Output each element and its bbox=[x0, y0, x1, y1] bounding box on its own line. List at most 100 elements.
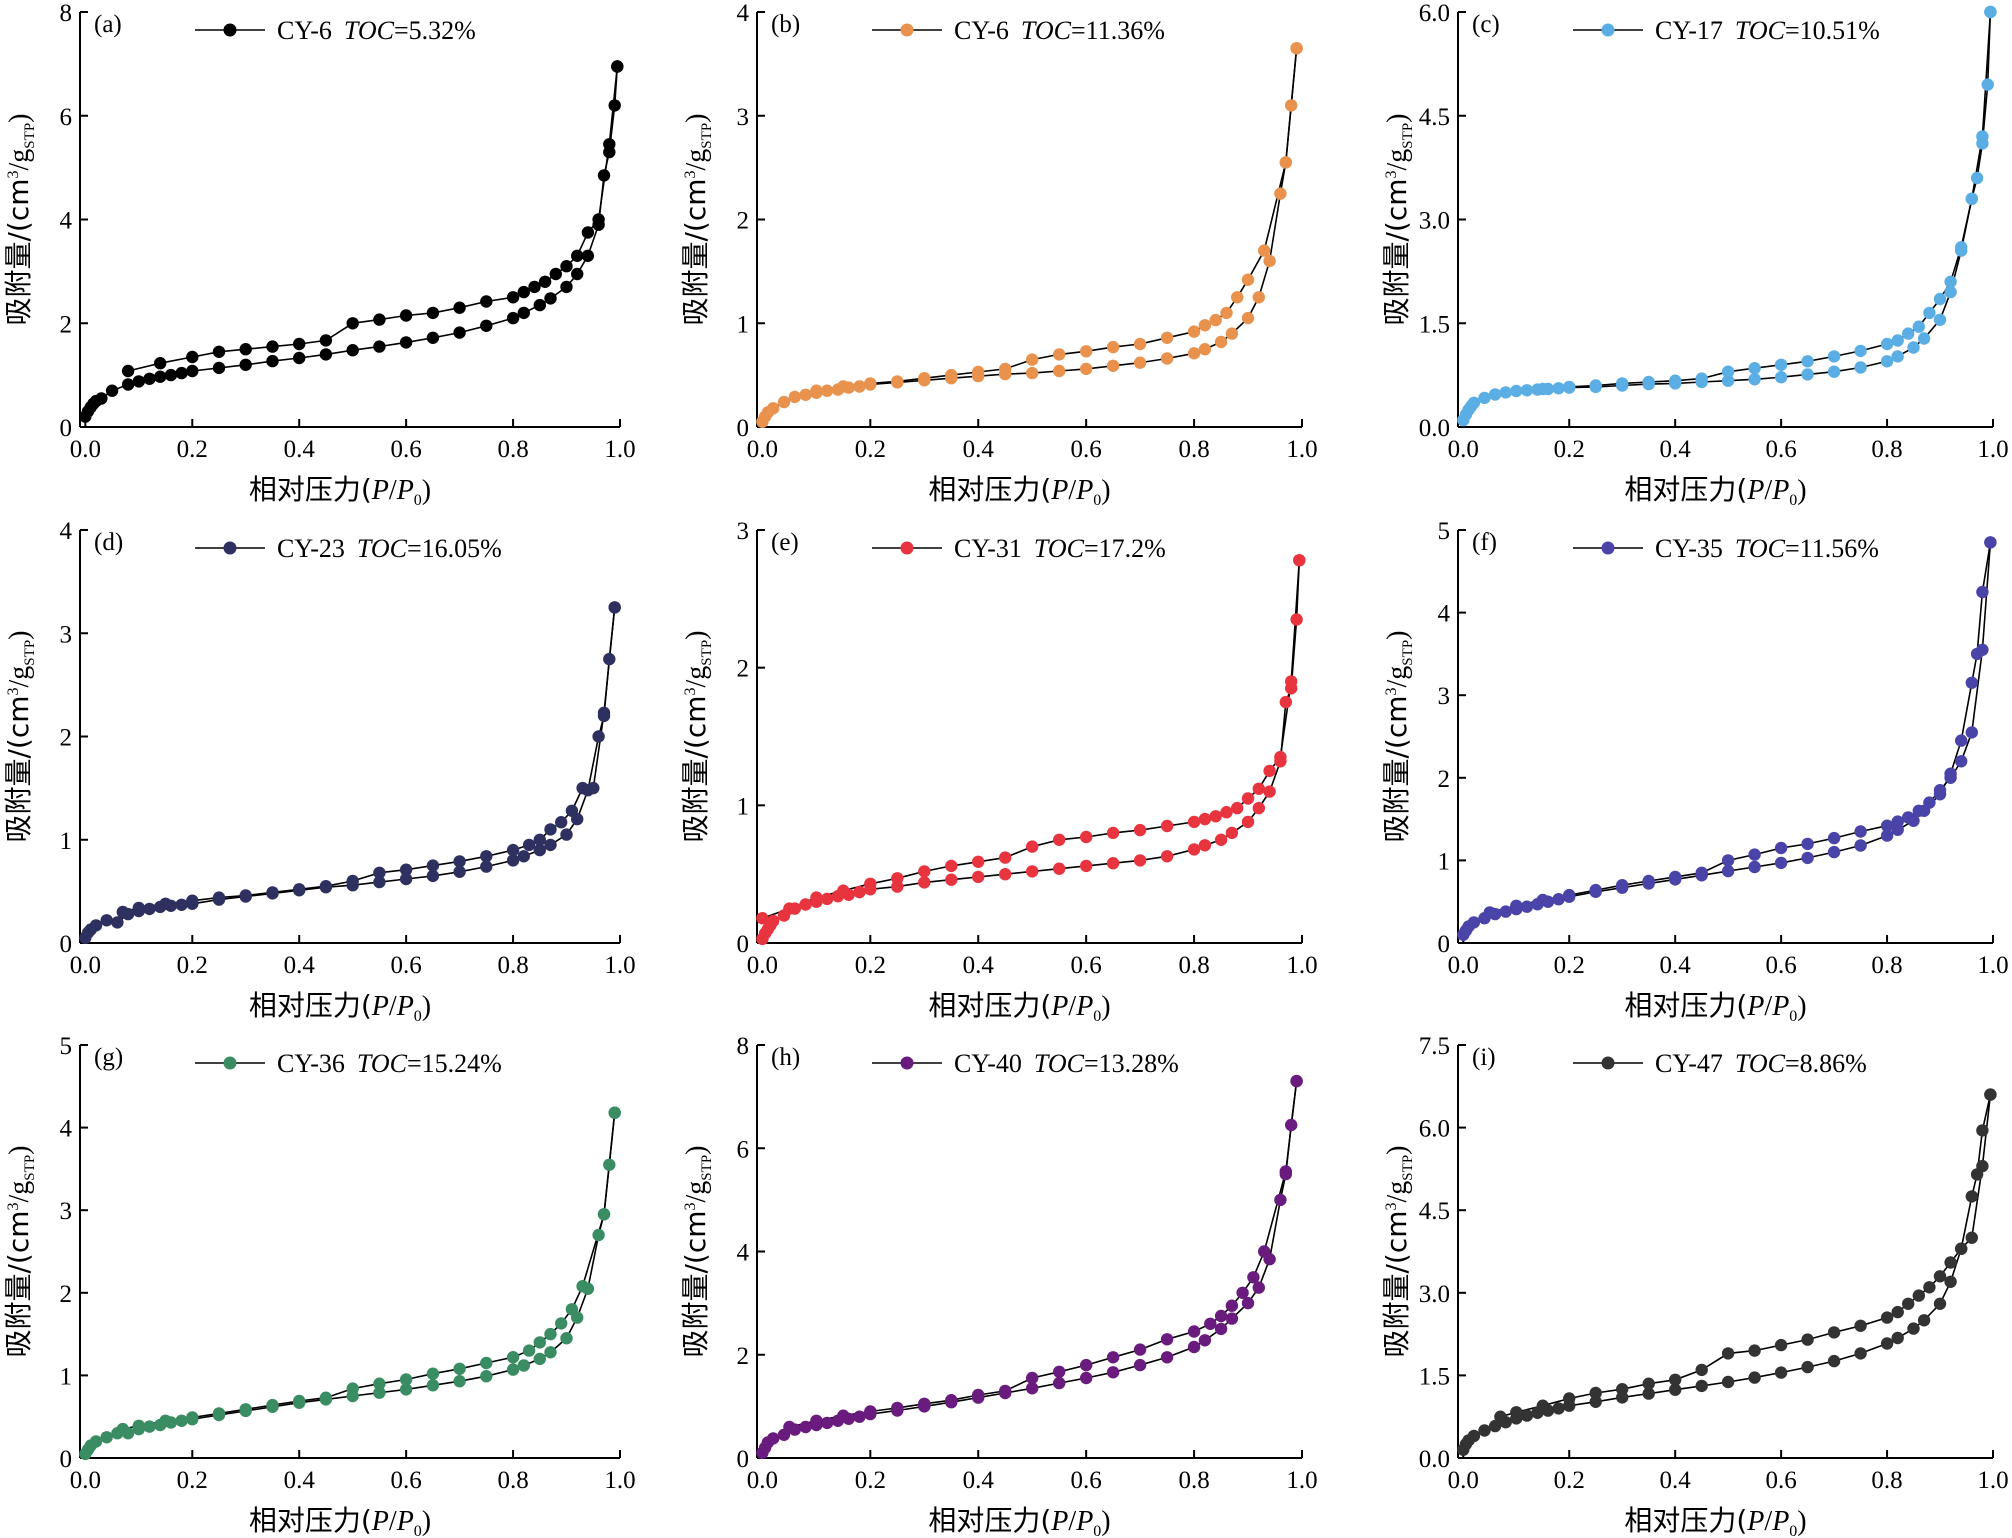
adsorption-point bbox=[399, 336, 413, 349]
desorption-point bbox=[1774, 1338, 1788, 1352]
desorption-point bbox=[1290, 42, 1303, 55]
adsorption-point bbox=[100, 914, 113, 927]
adsorption-point bbox=[399, 1383, 413, 1396]
panel-label: (a) bbox=[94, 11, 122, 38]
legend-marker bbox=[900, 1056, 914, 1070]
x-axis-label-p: P bbox=[371, 475, 389, 506]
y-axis-label-superscript: 3 bbox=[5, 170, 22, 178]
desorption-point bbox=[346, 874, 359, 888]
y-tick-label: 4 bbox=[737, 0, 750, 27]
adsorption-point bbox=[1907, 341, 1920, 354]
adsorption-point bbox=[143, 1420, 156, 1433]
x-tick-label: 0.0 bbox=[747, 436, 778, 463]
adsorption-point bbox=[1187, 843, 1201, 856]
adsorption-point bbox=[1080, 859, 1093, 873]
desorption-point bbox=[608, 601, 621, 614]
y-tick-label: 7.5 bbox=[1419, 1033, 1450, 1060]
x-axis-label: 相对压力(P/P0) bbox=[249, 473, 431, 509]
adsorption-point bbox=[918, 876, 931, 889]
legend-sample: CY-23 bbox=[277, 534, 345, 563]
desorption-point bbox=[1891, 1305, 1904, 1319]
adsorption-point bbox=[1263, 785, 1276, 798]
y-tick-label: 2 bbox=[60, 311, 73, 338]
x-tick-label: 0.8 bbox=[497, 1467, 528, 1494]
legend-text: CY-36 TOC=15.24% bbox=[277, 1049, 502, 1078]
isotherm-panel: 0.0 0.2 0.4 0.6 0.8 1.0 0 1 2 3 (e) CY-31 TOC=17.2% 相… bbox=[679, 518, 1318, 1025]
y-tick-label: 6 bbox=[737, 1136, 750, 1163]
adsorption-point bbox=[767, 1432, 780, 1445]
x-axis-label-slash: / bbox=[389, 1506, 397, 1537]
isotherm-panel: 0.0 0.2 0.4 0.6 0.8 1.0 0 2 4 6 8 (a) CY-6 TOC=5.32% 相… bbox=[2, 0, 636, 509]
adsorption-point bbox=[1106, 1366, 1120, 1379]
x-tick-label: 0.0 bbox=[747, 952, 778, 979]
y-tick-label: 6.0 bbox=[1419, 1116, 1450, 1143]
adsorption-point bbox=[544, 292, 557, 305]
adsorption-point bbox=[89, 1435, 103, 1448]
adsorption-point bbox=[1274, 187, 1287, 200]
y-tick-label: 6 bbox=[60, 104, 73, 131]
desorption-point bbox=[1053, 1365, 1066, 1379]
adsorption-point bbox=[597, 169, 611, 182]
desorption-point bbox=[538, 275, 552, 288]
desorption-point bbox=[1912, 320, 1926, 333]
desorption-point bbox=[1721, 365, 1735, 378]
desorption-point bbox=[212, 1407, 226, 1420]
desorption-point bbox=[1923, 1281, 1936, 1294]
panel-label: (c) bbox=[1472, 11, 1500, 38]
y-axis-label-close: ) bbox=[1382, 631, 1413, 640]
x-tick-label: 0.0 bbox=[1448, 952, 1479, 979]
adsorption-point bbox=[533, 1352, 546, 1366]
desorption-point bbox=[346, 1382, 359, 1395]
x-axis-label-slash: / bbox=[389, 991, 397, 1022]
adsorption-point bbox=[373, 875, 386, 889]
legend-toc-label: TOC bbox=[1735, 534, 1786, 563]
desorption-point bbox=[864, 877, 877, 890]
desorption-point bbox=[1510, 899, 1523, 912]
desorption-point bbox=[611, 60, 624, 73]
desorption-point bbox=[1204, 1317, 1217, 1331]
y-tick-label: 3.0 bbox=[1419, 208, 1450, 235]
y-tick-label: 4 bbox=[60, 518, 73, 545]
y-tick-label: 2 bbox=[60, 1281, 73, 1308]
desorption-point bbox=[1080, 1358, 1093, 1372]
desorption-line bbox=[122, 607, 616, 913]
x-tick-label: 0.2 bbox=[177, 952, 208, 979]
desorption-point bbox=[266, 340, 279, 353]
adsorption-point bbox=[111, 916, 124, 929]
x-tick-label: 0.4 bbox=[963, 436, 995, 463]
adsorption-point bbox=[453, 1375, 466, 1388]
legend-marker bbox=[1601, 541, 1615, 555]
desorption-point bbox=[1944, 771, 1957, 784]
desorption-point bbox=[1880, 337, 1894, 351]
adsorption-point bbox=[1801, 851, 1814, 865]
adsorption-point bbox=[1880, 829, 1894, 842]
adsorption-point bbox=[517, 850, 530, 863]
legend-toc-label: TOC bbox=[357, 534, 408, 563]
desorption-point bbox=[603, 138, 616, 151]
legend-marker bbox=[223, 23, 237, 37]
desorption-point bbox=[608, 1106, 621, 1119]
y-tick-label: 2 bbox=[737, 1343, 750, 1370]
adsorption-point bbox=[517, 1359, 530, 1372]
desorption-point bbox=[319, 1391, 333, 1404]
desorption-point bbox=[1748, 362, 1761, 375]
desorption-point bbox=[1563, 380, 1576, 394]
adsorption-point bbox=[1944, 1275, 1957, 1289]
y-tick-label: 2 bbox=[1438, 766, 1451, 793]
adsorption-point bbox=[1917, 1314, 1931, 1327]
desorption-point bbox=[1290, 1074, 1303, 1088]
adsorption-point bbox=[820, 1416, 834, 1430]
x-axis-label-p0: P bbox=[1075, 1506, 1093, 1537]
adsorption-point bbox=[1279, 695, 1293, 709]
y-axis-label: 吸附量/(cm3/gSTP) bbox=[1380, 1146, 1416, 1358]
desorption-point bbox=[1536, 382, 1550, 396]
desorption-point bbox=[1187, 815, 1201, 829]
x-axis-label: 相对压力(P/P0) bbox=[1624, 1504, 1806, 1538]
y-axis-label-main: 吸附量/(cm bbox=[2, 1210, 35, 1357]
adsorption-point bbox=[1976, 585, 1989, 599]
y-axis-label-subscript: STP bbox=[22, 1155, 38, 1181]
desorption-point bbox=[1912, 804, 1926, 817]
panel-label: (g) bbox=[94, 1044, 123, 1071]
adsorption-point bbox=[533, 298, 546, 312]
